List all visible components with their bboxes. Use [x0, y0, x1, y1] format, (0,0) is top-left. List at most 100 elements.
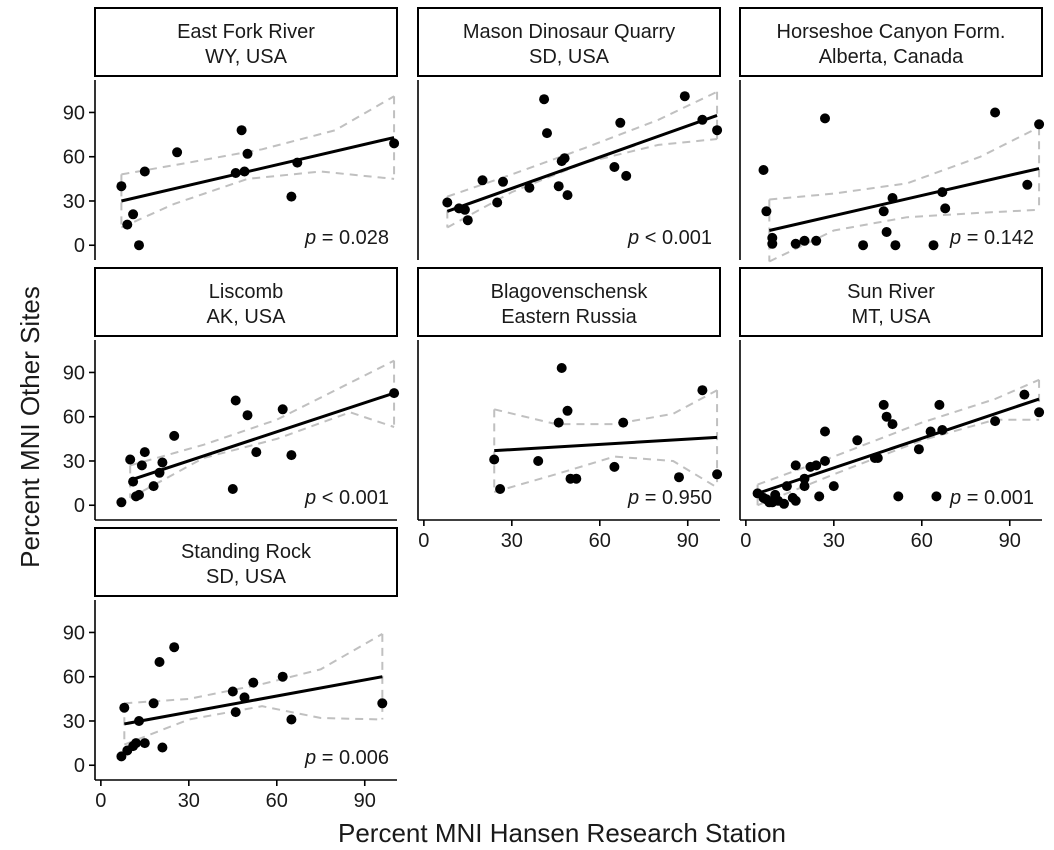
y-tick-label: 60 — [63, 147, 85, 169]
panel-title-line: Standing Rock — [181, 541, 312, 563]
data-point — [286, 191, 297, 202]
p-value-label: p = 0.950 — [627, 487, 712, 509]
data-point — [169, 642, 180, 653]
data-point — [811, 460, 822, 471]
data-point — [227, 484, 238, 494]
data-point — [286, 450, 297, 461]
data-point — [781, 481, 792, 492]
data-point — [119, 702, 130, 713]
p-value-label: p < 0.001 — [304, 487, 389, 509]
data-point — [858, 240, 869, 251]
data-point — [277, 404, 288, 415]
data-point — [524, 182, 535, 193]
data-point — [887, 419, 898, 430]
x-axis-title: Percent MNI Hansen Research Station — [338, 818, 786, 848]
data-point — [277, 671, 288, 682]
data-point — [887, 193, 898, 203]
data-point — [498, 176, 508, 187]
p-value-label: p < 0.001 — [627, 227, 712, 249]
regression-line — [494, 435, 718, 453]
data-point — [990, 416, 1001, 427]
panel-strip — [94, 527, 398, 597]
data-point — [242, 410, 253, 421]
regression-line — [124, 675, 383, 726]
data-point — [251, 447, 262, 458]
data-point — [131, 738, 141, 749]
data-point — [615, 117, 626, 128]
data-point — [389, 138, 400, 149]
y-axis-title: Percent MNI Other Sites — [15, 286, 45, 568]
data-point — [790, 238, 801, 249]
ci-upper-line — [493, 389, 718, 426]
data-point — [799, 473, 810, 484]
data-point — [172, 147, 183, 158]
data-point — [116, 181, 127, 192]
ci-lower-line — [129, 411, 395, 499]
data-point — [937, 425, 948, 435]
panel-strip — [417, 7, 721, 77]
data-point — [852, 435, 863, 446]
ci-upper-line — [124, 633, 383, 705]
y-tick-label: 90 — [63, 362, 85, 384]
panel-title-line: WY, USA — [205, 46, 288, 68]
panel-title-line: East Fork River — [177, 21, 315, 43]
data-point — [477, 175, 488, 186]
panel-strip — [739, 7, 1043, 77]
y-tick-label: 90 — [63, 102, 85, 124]
panel-standing-rock: Standing Rock SD, USA 0 30 60 90 0 30 60 90 p = 0.… — [63, 527, 398, 812]
panel-title-line: Alberta, Canada — [819, 46, 964, 68]
data-point — [459, 204, 470, 215]
x-tick-label: 60 — [589, 530, 611, 552]
data-point — [553, 181, 564, 192]
data-point — [712, 469, 723, 480]
data-point — [157, 742, 168, 753]
data-point — [758, 165, 769, 175]
panel-title-line: SD, USA — [206, 566, 287, 588]
data-point — [148, 481, 159, 492]
data-point — [940, 203, 951, 214]
data-point — [139, 166, 150, 177]
data-point — [230, 707, 241, 718]
panel-title-line: AK, USA — [207, 306, 287, 328]
data-point — [931, 491, 942, 502]
panel-blagovenschensk: Blagovenschensk Eastern Russia 0 30 60 90 p = … — [417, 267, 723, 552]
ci-lower-line — [493, 455, 718, 493]
data-point — [878, 206, 889, 217]
panel-sun-river: Sun River MT, USA 0 30 60 90 p = 0.001 — [739, 267, 1045, 552]
panel-strip — [94, 7, 398, 77]
data-point — [134, 489, 144, 500]
data-point — [116, 497, 127, 508]
data-point — [154, 657, 165, 667]
data-point — [442, 197, 453, 208]
data-point — [828, 481, 839, 492]
data-point — [925, 426, 936, 437]
data-point — [881, 411, 892, 422]
data-point — [790, 495, 801, 506]
data-point — [553, 417, 564, 428]
y-tick-label: 60 — [63, 407, 85, 429]
data-point — [134, 240, 144, 251]
data-point — [492, 197, 503, 208]
data-point — [562, 405, 573, 416]
data-point — [767, 232, 778, 243]
panel-horseshoe: Horseshoe Canyon Form. Alberta, Canada p =… — [739, 7, 1045, 263]
x-tick-label: 0 — [418, 530, 429, 552]
y-tick-label: 30 — [63, 711, 85, 733]
panel-title-line: Sun River — [847, 281, 935, 303]
data-point — [872, 453, 883, 463]
ci-lower-line — [120, 170, 395, 229]
panel-title-line: Liscomb — [209, 281, 283, 303]
data-point — [134, 716, 144, 726]
data-point — [779, 498, 789, 509]
data-point — [799, 481, 810, 492]
data-point — [697, 385, 708, 396]
x-tick-label: 30 — [178, 790, 200, 812]
data-point — [139, 738, 150, 749]
data-point — [389, 388, 400, 399]
data-point — [292, 157, 303, 168]
x-tick-label: 30 — [501, 530, 523, 552]
data-point — [542, 128, 552, 139]
y-tick-label: 0 — [74, 495, 85, 517]
ci-upper-line — [129, 359, 395, 467]
data-point — [621, 170, 632, 181]
